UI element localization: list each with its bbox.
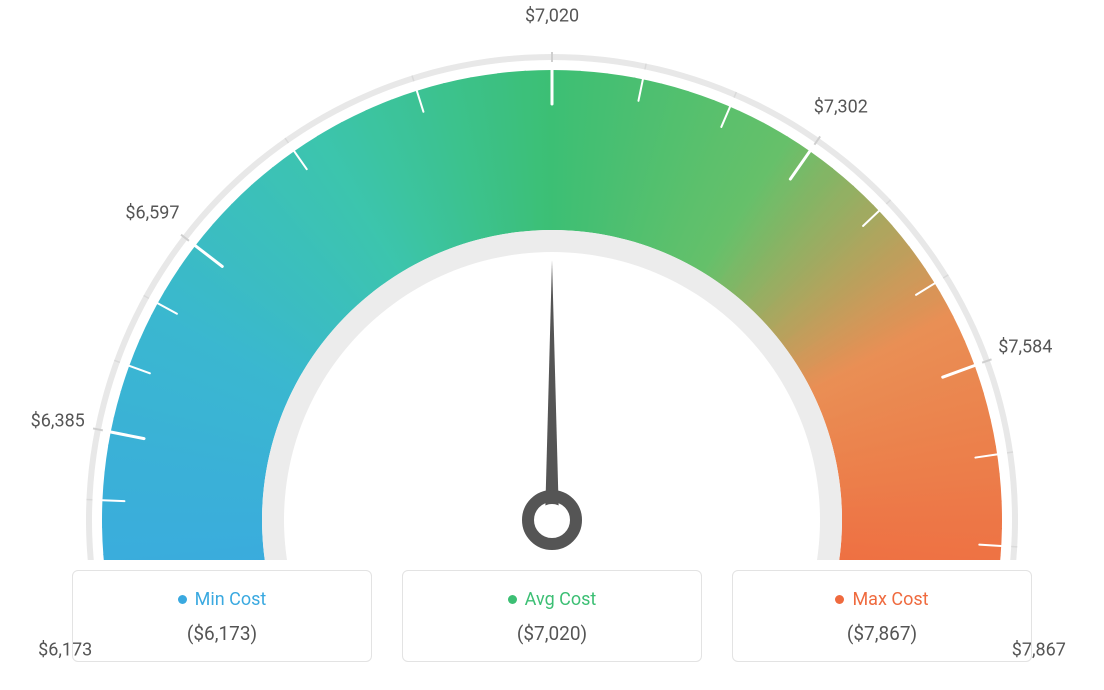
bullet-icon [508,595,517,604]
gauge-tick-label: $6,385 [31,411,85,432]
legend-card-min: Min Cost ($6,173) [72,570,372,662]
gauge-tick-label: $7,584 [998,336,1052,357]
legend-value-max: ($7,867) [743,622,1021,645]
gauge-tick-label: $7,020 [525,6,579,27]
legend-row: Min Cost ($6,173) Avg Cost ($7,020) Max … [0,570,1104,662]
legend-card-max: Max Cost ($7,867) [732,570,1032,662]
gauge-svg [0,0,1104,560]
legend-title-text: Min Cost [195,589,267,610]
legend-title-text: Avg Cost [525,589,597,610]
legend-card-avg: Avg Cost ($7,020) [402,570,702,662]
gauge-tick-label: $6,597 [125,202,179,223]
legend-value-min: ($6,173) [83,622,361,645]
cost-gauge-chart: $6,173$6,385$6,597$7,020$7,302$7,584$7,8… [0,0,1104,560]
legend-title-max: Max Cost [835,589,928,610]
legend-title-avg: Avg Cost [508,589,597,610]
bullet-icon [178,595,187,604]
legend-value-avg: ($7,020) [413,622,691,645]
legend-title-min: Min Cost [178,589,267,610]
bullet-icon [835,595,844,604]
gauge-tick-label: $7,302 [814,96,868,117]
legend-title-text: Max Cost [852,589,928,610]
